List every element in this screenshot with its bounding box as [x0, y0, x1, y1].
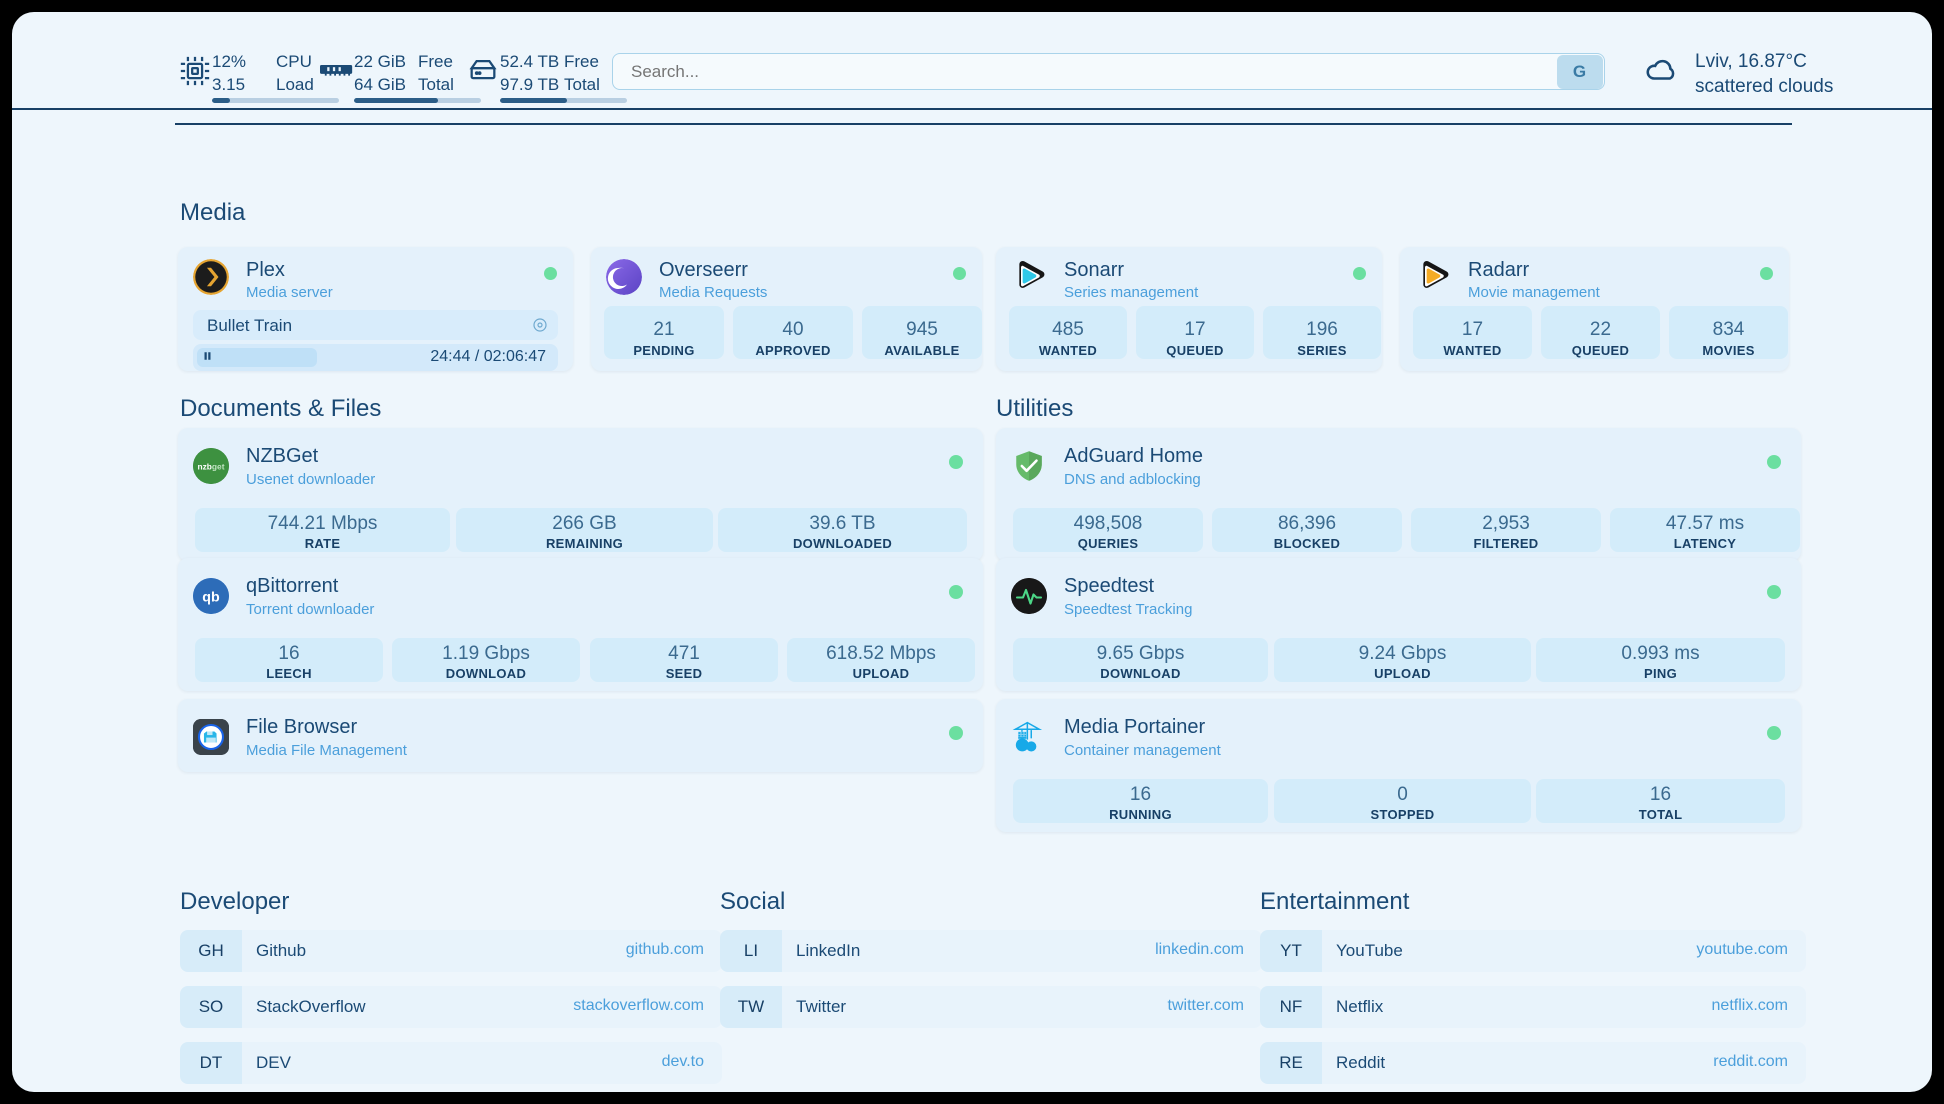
svg-text:nzbget: nzbget — [198, 461, 225, 471]
svg-text:qb: qb — [202, 590, 220, 606]
